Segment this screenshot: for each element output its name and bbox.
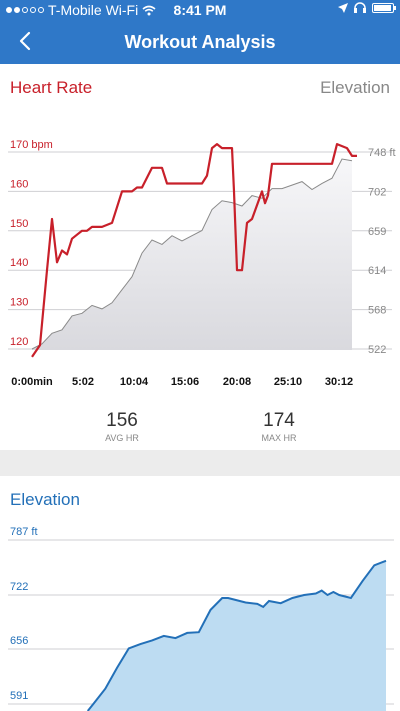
elevation-y-tick-label: 787 ft <box>10 526 38 538</box>
location-arrow-icon <box>338 2 348 13</box>
heart-rate-title: Heart Rate <box>10 78 93 97</box>
signal-dots-icon <box>6 7 44 13</box>
elevation-y-tick-label: 522 <box>368 344 386 356</box>
heart-rate-series-line <box>31 143 357 358</box>
elevation-y-tick-label: 748 ft <box>368 147 396 159</box>
elevation-line <box>86 559 387 711</box>
elevation-y-tick-label: 702 <box>368 186 386 198</box>
hr-y-tick-label: 150 <box>10 218 28 230</box>
wifi-icon <box>142 5 156 15</box>
elevation-area <box>32 159 352 350</box>
elevation-y-tick-label: 722 <box>10 581 28 593</box>
elevation-secondary-title: Elevation <box>320 78 390 97</box>
heart-rate-chart: 170 bpm 160 150 140 130 120 748 ft 702 659 614 568… <box>8 139 396 388</box>
status-bar: T-Mobile Wi-Fi 8:41 PM <box>0 0 400 20</box>
elevation-title: Elevation <box>10 490 80 509</box>
elevation-y-tick-label: 591 <box>10 690 28 702</box>
avg-hr-stat: 156 AVG HR <box>82 410 162 443</box>
carrier-label: T-Mobile Wi-Fi <box>48 2 139 18</box>
hr-x-tick-label: 25:10 <box>274 376 302 388</box>
hr-y-tick-label: 130 <box>10 297 28 309</box>
back-button[interactable] <box>10 26 40 56</box>
heart-rate-card: Heart Rate Elevation 170 bpm 160 150 140 130… <box>0 64 400 450</box>
battery-icon <box>372 2 396 13</box>
chevron-left-icon <box>19 31 31 51</box>
headphones-icon <box>354 2 366 13</box>
elevation-chart: 787 ft 722 656 591 <box>8 526 394 711</box>
elevation-y-tick-label: 614 <box>368 265 386 277</box>
elevation-y-tick-label: 656 <box>10 635 28 647</box>
elevation-y-tick-label: 568 <box>368 305 386 317</box>
max-hr-label: MAX HR <box>261 433 297 443</box>
elevation-series-line <box>31 158 353 350</box>
avg-hr-value: 156 <box>106 410 138 431</box>
hr-x-tick-label: 0:00min <box>11 376 53 388</box>
elevation-card: Elevation 787 ft 722 656 591 <box>0 476 400 711</box>
hr-x-tick-label: 5:02 <box>72 376 94 388</box>
hr-x-tick-label: 30:12 <box>325 376 353 388</box>
max-hr-stat: 174 MAX HR <box>239 410 319 443</box>
max-hr-value: 174 <box>263 410 295 431</box>
nav-bar: Workout Analysis <box>0 20 400 64</box>
hr-y-tick-label: 120 <box>10 336 28 348</box>
hr-y-tick-label: 160 <box>10 178 28 190</box>
hr-x-tick-label: 20:08 <box>223 376 251 388</box>
hr-y-tick-label: 140 <box>10 257 28 269</box>
elevation-y-tick-label: 659 <box>368 226 386 238</box>
avg-hr-label: AVG HR <box>105 433 139 443</box>
hr-x-tick-label: 10:04 <box>120 376 149 388</box>
hr-y-tick-label: 170 bpm <box>10 139 53 151</box>
hr-x-tick-label: 15:06 <box>171 376 199 388</box>
page-title: Workout Analysis <box>124 32 276 52</box>
elevation-area-fill <box>87 560 386 711</box>
